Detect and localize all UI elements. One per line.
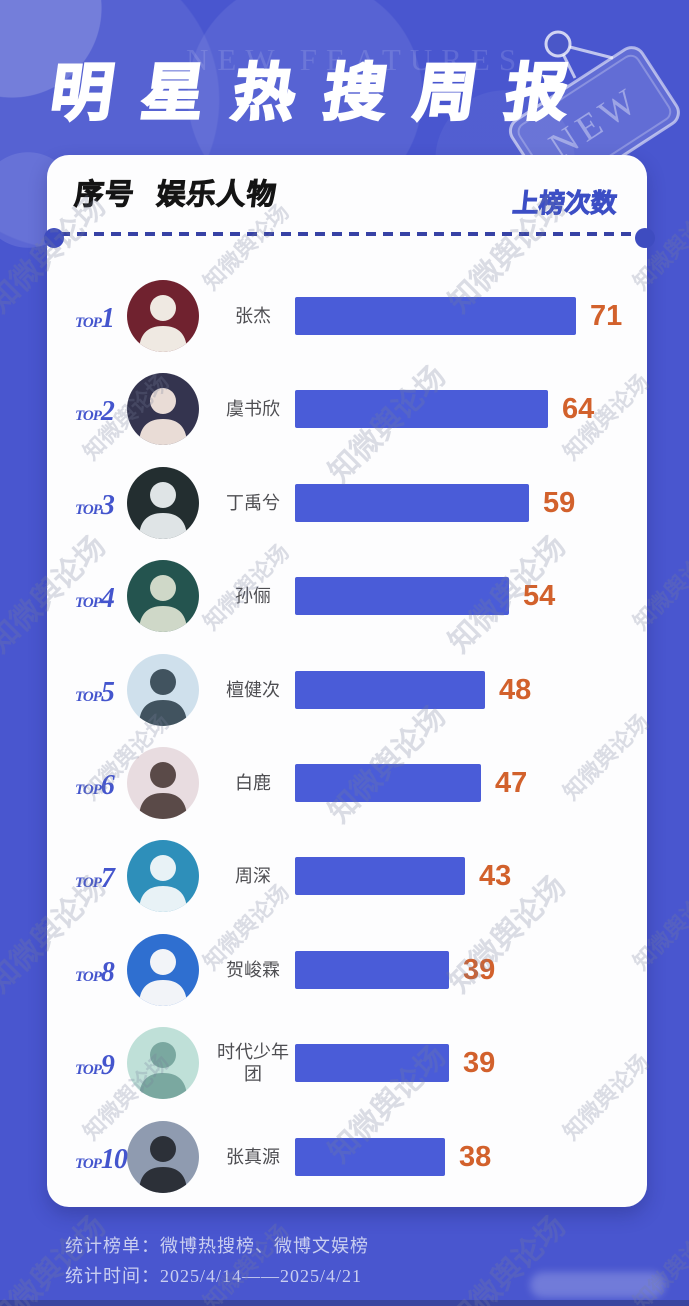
dashed-divider <box>60 232 632 236</box>
bottom-strip <box>0 1300 689 1306</box>
celebrity-name: 檀健次 <box>226 679 280 700</box>
rank-label: TOP8 <box>75 956 115 988</box>
celebrity-name: 孙俪 <box>235 586 271 607</box>
count-value: 48 <box>499 673 532 706</box>
avatar <box>127 1120 199 1193</box>
avatar <box>127 653 199 726</box>
celebrity-name: 丁禹兮 <box>226 492 280 513</box>
ranking-row: TOP1 张杰 71 <box>47 269 647 363</box>
ranking-row: TOP6 白鹿 47 <box>47 736 647 830</box>
rank-label: TOP6 <box>75 770 115 801</box>
page-title: 明星热搜周报 <box>45 58 603 130</box>
footer: 统计榜单：微博热搜榜、微博文娱榜 统计时间：2025/4/14——2025/4/… <box>65 1232 369 1292</box>
count-value: 59 <box>543 486 576 519</box>
count-bar <box>295 670 485 709</box>
count-value: 43 <box>479 860 512 893</box>
count-bar <box>295 483 529 522</box>
table-header-left: 序号 娱乐人物 <box>73 171 279 213</box>
count-value: 64 <box>562 393 595 426</box>
rank-label: TOP10 <box>75 1143 128 1175</box>
background-watermark-text: NEW FEATURES <box>186 42 526 77</box>
count-bar <box>295 390 548 429</box>
rank-label: TOP9 <box>75 1050 115 1082</box>
ranking-row: TOP4 孙俪 54 <box>47 549 647 643</box>
celebrity-name: 虞书欣 <box>226 399 280 420</box>
count-value: 71 <box>590 300 623 332</box>
ranking-row: TOP3 丁禹兮 59 <box>47 456 647 550</box>
rank-label: TOP5 <box>75 676 115 708</box>
rank-label: TOP7 <box>75 863 115 895</box>
count-value: 47 <box>495 767 528 799</box>
ranking-card: 序号 娱乐人物 上榜次数 TOP1 张杰 71 TOP2 虞书欣 64 TOP3 丁禹兮 59 TO… <box>44 155 655 1207</box>
count-bar <box>295 764 481 802</box>
rank-label: TOP3 <box>75 489 115 521</box>
count-value: 54 <box>523 580 556 613</box>
count-bar <box>295 1137 445 1176</box>
footer-source: 统计榜单：微博热搜榜、微博文娱榜 <box>65 1236 369 1256</box>
ranking-row: TOP7 周深 43 <box>47 829 647 923</box>
celebrity-name: 白鹿 <box>235 773 271 793</box>
avatar <box>127 466 199 539</box>
celebrity-name: 贺峻霖 <box>226 959 280 980</box>
rank-column-header: 序号 <box>73 179 137 212</box>
blurred-logo <box>530 1272 665 1298</box>
avatar <box>127 373 199 446</box>
ranking-row: TOP2 虞书欣 64 <box>47 362 647 456</box>
ranking-row: TOP10 张真源 38 <box>47 1110 647 1204</box>
count-bar <box>295 297 576 335</box>
count-column-header: 上榜次数 <box>511 188 619 219</box>
count-bar <box>295 950 449 989</box>
divider-dot-left <box>44 228 64 248</box>
rank-label: TOP2 <box>75 396 115 428</box>
celebrity-name: 张杰 <box>235 306 271 326</box>
avatar <box>127 933 199 1006</box>
celebrity-name: 时代少年团 <box>217 1042 289 1085</box>
rank-label: TOP1 <box>75 303 115 334</box>
ranking-row: TOP9 时代少年团 39 <box>47 1016 647 1110</box>
divider-dot-right <box>635 228 655 248</box>
count-bar <box>295 577 509 616</box>
celebrity-name: 周深 <box>235 866 271 887</box>
rank-label: TOP4 <box>75 583 115 615</box>
avatar <box>127 280 199 352</box>
count-value: 39 <box>463 1047 496 1080</box>
avatar <box>127 1027 199 1100</box>
count-bar <box>295 1044 449 1083</box>
count-value: 39 <box>463 953 496 986</box>
avatar <box>127 840 199 913</box>
ranking-row: TOP8 贺峻霖 39 <box>47 923 647 1017</box>
ranking-row: TOP5 檀健次 48 <box>47 643 647 737</box>
footer-time: 统计时间：2025/4/14——2025/4/21 <box>65 1266 363 1286</box>
avatar <box>127 747 199 819</box>
count-bar <box>295 857 465 896</box>
count-value: 38 <box>459 1140 492 1173</box>
name-column-header: 娱乐人物 <box>155 179 279 212</box>
avatar <box>127 560 199 633</box>
celebrity-name: 张真源 <box>226 1146 280 1167</box>
